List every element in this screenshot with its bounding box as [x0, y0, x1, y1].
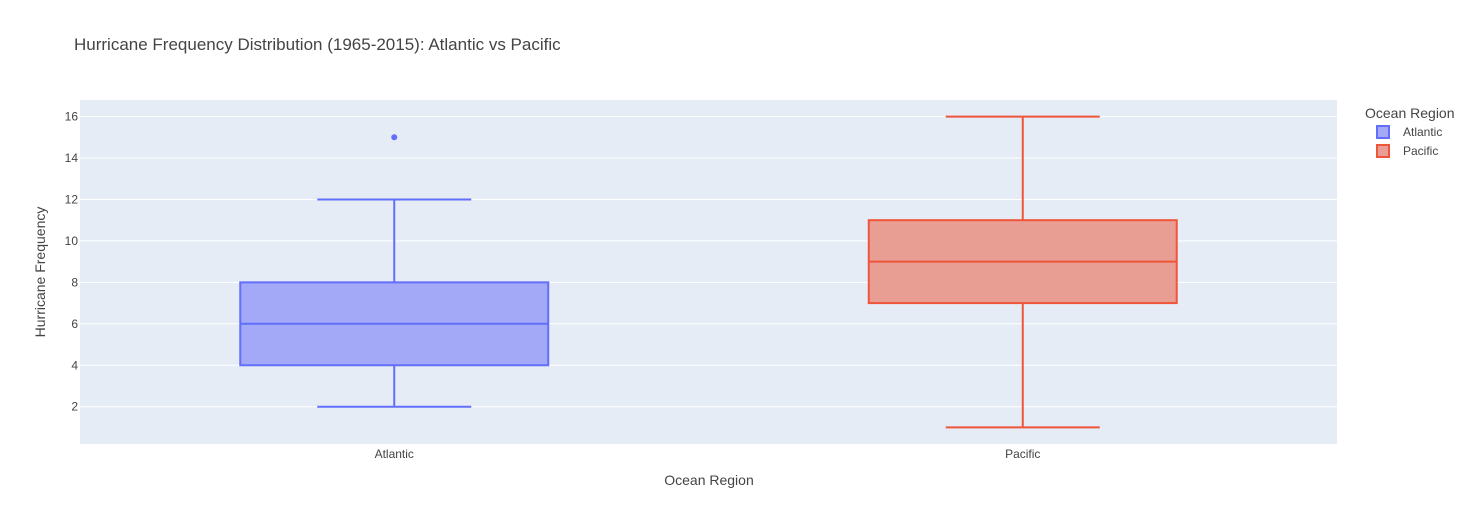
legend-title: Ocean Region [1365, 105, 1455, 121]
box-pacific [867, 115, 1178, 429]
y-tick-label: 16 [65, 110, 79, 124]
x-tick-label: Atlantic [375, 447, 414, 461]
box-atlantic [239, 134, 550, 408]
x-axis-title: Ocean Region [664, 472, 754, 488]
x-tick-label: Pacific [1005, 447, 1040, 461]
legend-swatch [1376, 125, 1390, 139]
legend-item-pacific[interactable]: Pacific [1376, 144, 1438, 158]
legend-item-atlantic[interactable]: Atlantic [1376, 125, 1442, 139]
legend-label: Atlantic [1403, 125, 1442, 139]
outlier-point [391, 134, 398, 141]
y-tick-label: 14 [65, 151, 79, 165]
y-tick-label: 6 [71, 317, 78, 331]
y-tick-label: 12 [65, 192, 79, 206]
y-axis-title: Hurricane Frequency [32, 207, 48, 338]
legend-swatch [1376, 144, 1390, 158]
chart-title: Hurricane Frequency Distribution (1965-2… [74, 35, 561, 54]
box-series [239, 115, 1178, 429]
legend: Ocean Region Atlantic Pacific [1365, 105, 1455, 158]
y-tick-label: 8 [71, 275, 78, 289]
legend-label: Pacific [1403, 144, 1438, 158]
y-tick-label: 2 [71, 400, 78, 414]
y-tick-label: 4 [71, 358, 78, 372]
y-tick-labels: 2 4 6 8 10 12 14 16 [65, 110, 79, 414]
x-tick-labels: Atlantic Pacific [375, 447, 1041, 461]
y-tick-label: 10 [65, 234, 79, 248]
